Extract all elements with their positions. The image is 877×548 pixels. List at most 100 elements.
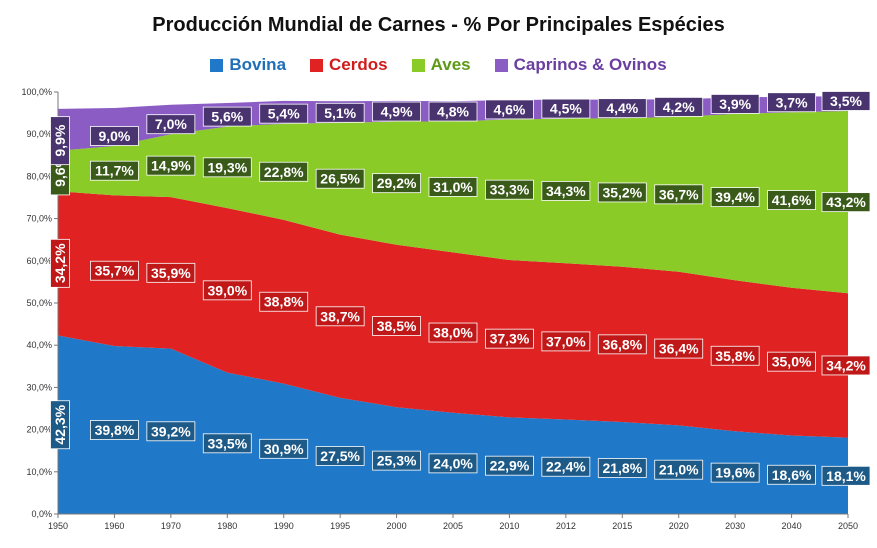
data-label-box xyxy=(315,168,365,189)
data-label-box xyxy=(821,355,871,376)
data-label-bovina: 19,6% xyxy=(710,462,760,483)
data-label-box xyxy=(485,328,534,349)
data-label-box xyxy=(146,155,196,176)
y-tick-label: 60,0% xyxy=(26,256,52,266)
data-label-bovina: 39,2% xyxy=(146,421,196,442)
legend-swatch-cerdos xyxy=(310,58,324,72)
data-label-cerdos: 38,7% xyxy=(315,306,365,327)
data-label-cerdos: 39,0% xyxy=(202,280,252,301)
data-label-box xyxy=(821,192,871,213)
x-tick-label: 2010 xyxy=(499,521,519,531)
data-label-text: 36,8% xyxy=(602,336,642,352)
data-label-cerdos: 34,2% xyxy=(50,238,70,288)
data-label-caprinos-ovinos: 4,5% xyxy=(541,98,591,119)
x-tick-label: 2012 xyxy=(556,521,576,531)
data-label-cerdos: 38,0% xyxy=(428,322,478,343)
data-label-box xyxy=(50,238,70,288)
data-label-bovina: 25,3% xyxy=(372,450,421,471)
data-label-bovina: 22,4% xyxy=(541,456,591,477)
data-label-box xyxy=(710,345,760,366)
x-tick-label: 1960 xyxy=(104,521,124,531)
x-tick-label: 2030 xyxy=(725,521,745,531)
data-label-text: 39,2% xyxy=(151,423,191,439)
data-label-bovina: 21,0% xyxy=(654,459,704,480)
data-label-box xyxy=(710,462,760,483)
x-tick-label: 1980 xyxy=(217,521,237,531)
data-label-text: 37,3% xyxy=(490,331,530,347)
data-label-bovina: 27,5% xyxy=(315,446,365,466)
data-label-text: 22,8% xyxy=(264,164,304,180)
data-label-box xyxy=(485,179,534,200)
data-label-text: 31,0% xyxy=(433,179,473,195)
data-label-cerdos: 35,9% xyxy=(146,262,196,283)
data-label-text: 35,7% xyxy=(95,263,135,279)
data-label-box xyxy=(90,160,139,181)
x-tick-label: 2020 xyxy=(669,521,689,531)
data-label-bovina: 30,9% xyxy=(259,438,309,459)
data-label-cerdos: 36,8% xyxy=(597,334,647,355)
data-label-box xyxy=(597,458,647,478)
data-label-text: 35,8% xyxy=(715,348,755,364)
data-label-box xyxy=(90,260,139,281)
data-label-cerdos: 37,3% xyxy=(485,328,534,349)
data-label-aves: 41,6% xyxy=(767,190,816,210)
data-label-box xyxy=(259,291,309,312)
data-label-text: 19,3% xyxy=(207,159,247,175)
data-label-caprinos-ovinos: 9,0% xyxy=(90,126,139,146)
data-label-bovina: 22,9% xyxy=(485,455,534,476)
data-label-text: 18,6% xyxy=(772,467,812,483)
data-label-bovina: 39,8% xyxy=(90,420,139,440)
data-label-text: 38,8% xyxy=(264,294,304,310)
data-label-cerdos: 38,5% xyxy=(372,316,421,336)
legend-label-cerdos: Cerdos xyxy=(329,55,388,74)
data-label-box xyxy=(485,455,534,476)
data-label-text: 26,5% xyxy=(320,171,360,187)
data-label-box xyxy=(485,99,534,120)
y-tick-label: 30,0% xyxy=(26,382,52,392)
y-tick-label: 90,0% xyxy=(26,129,52,139)
data-label-box xyxy=(541,456,591,477)
data-label-text: 43,2% xyxy=(826,194,866,210)
data-label-bovina: 33,5% xyxy=(202,433,252,454)
y-tick-label: 40,0% xyxy=(26,340,52,350)
data-label-text: 34,2% xyxy=(52,243,68,283)
data-label-caprinos-ovinos: 5,6% xyxy=(202,106,252,127)
data-label-bovina: 42,3% xyxy=(50,400,70,450)
y-tick-label: 100,0% xyxy=(21,87,52,97)
x-tick-label: 2040 xyxy=(782,521,802,531)
area-caprinos-ovinos xyxy=(58,96,848,151)
data-label-aves: 26,5% xyxy=(315,168,365,189)
data-label-text: 4,4% xyxy=(606,100,638,116)
data-label-aves: 22,8% xyxy=(259,161,309,182)
data-label-caprinos-ovinos: 5,1% xyxy=(315,102,365,123)
data-label-aves: 39,4% xyxy=(710,187,760,207)
legend-swatch-caprinos xyxy=(494,58,508,72)
data-label-cerdos: 34,2% xyxy=(821,355,871,376)
data-label-text: 25,3% xyxy=(377,453,417,469)
data-label-box xyxy=(259,438,309,459)
data-label-box xyxy=(202,157,252,178)
legend-item-aves: Aves xyxy=(411,55,471,75)
data-label-box xyxy=(372,450,421,471)
data-label-text: 4,5% xyxy=(550,101,582,117)
data-label-box xyxy=(821,465,871,486)
data-label-caprinos-ovinos: 9,9% xyxy=(50,116,70,166)
x-tick-label: 2005 xyxy=(443,521,463,531)
data-label-box xyxy=(259,103,309,124)
data-label-text: 9,9% xyxy=(52,124,68,156)
data-label-text: 7,0% xyxy=(155,116,187,132)
data-label-text: 34,2% xyxy=(826,357,866,373)
data-label-box xyxy=(767,92,816,113)
data-label-box xyxy=(202,433,252,454)
data-label-text: 5,1% xyxy=(324,105,356,121)
y-tick-label: 80,0% xyxy=(26,171,52,181)
data-label-caprinos-ovinos: 7,0% xyxy=(146,114,196,135)
y-tick-label: 70,0% xyxy=(26,214,52,224)
data-label-box xyxy=(767,464,816,485)
data-label-cerdos: 36,4% xyxy=(654,338,704,359)
data-label-box xyxy=(710,187,760,207)
x-tick-label: 1990 xyxy=(274,521,294,531)
data-label-text: 22,4% xyxy=(546,459,586,475)
data-label-cerdos: 35,0% xyxy=(767,351,816,372)
data-label-aves: 19,3% xyxy=(202,157,252,178)
